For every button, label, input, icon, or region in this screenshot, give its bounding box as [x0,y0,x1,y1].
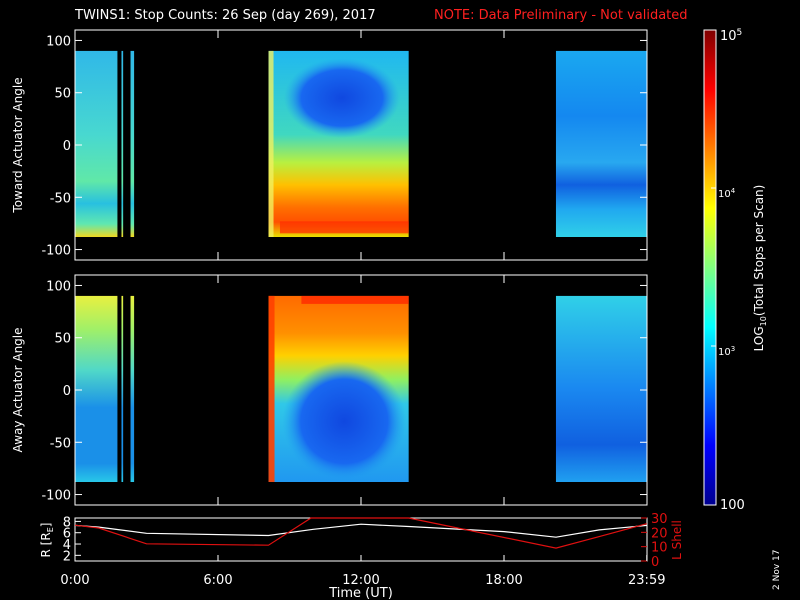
colorbar-tick-mid: 104 [718,187,736,200]
orbit-ytick-right-label: 10 [651,541,668,556]
high-count-band [279,221,409,234]
xtick-label: 12:00 [342,573,379,588]
orbit-left-ylabel: R [RE] [39,523,55,558]
colorbar-label: LOG10(Total Stops per Scan) [752,185,768,352]
orbit-ytick-right-label: 0 [651,555,659,570]
heatmap-interval-2 [130,50,135,238]
interval-edge [268,295,275,482]
heatmap-interval-1 [121,295,124,482]
high-count-band [301,295,409,304]
depletion-region [282,361,407,482]
ytick-label: 50 [54,87,71,102]
xtick-label: 0:00 [60,573,89,588]
colorbar-tick-low: 103 [718,345,735,358]
colorbar-tick-bottom: 100 [720,498,745,513]
depletion-region [283,57,400,138]
top-ylabel: Toward Actuator Angle [11,77,25,213]
orbit-ytick-left-label: 4 [63,538,71,553]
colorbar: 105 104 103 100 LOG10(Total Stops per Sc… [703,28,768,513]
heatmap-interval-0 [75,295,118,482]
orbit-ytick-right-label: 20 [651,526,668,541]
orbit-ytick-right-label: 30 [651,512,668,527]
ytick-label: 100 [46,34,71,49]
away-actuator-angle-panel: 100 50 0 -50 -100 Away Actuator Angle [11,274,648,506]
interval-edge [268,50,274,238]
date-stamp: 2 Nov 17 [772,549,782,590]
heatmap-interval-1 [121,50,124,238]
ytick-label: 50 [54,332,71,347]
ytick-label: -50 [50,436,71,451]
l-shell-line [74,517,647,549]
heatmap-interval-4 [555,295,647,482]
ytick-label: -100 [41,489,71,504]
ytick-label: -50 [50,191,71,206]
x-axis-label: Time (UT) [328,586,393,600]
toward-actuator-angle-panel: 100 50 0 -50 -100 Toward Actuator Angle [11,29,648,261]
heatmap-interval-0 [75,50,118,238]
orbit-right-ylabel: L Shell [670,520,684,560]
ytick-label: 100 [46,279,71,294]
orbit-ytick-left-label: 8 [63,515,71,530]
ytick-label: 0 [63,384,71,399]
middle-ylabel: Away Actuator Angle [11,327,25,452]
xtick-label: 23:59 [628,573,665,588]
ytick-label: 0 [63,139,71,154]
xtick-label: 18:00 [485,573,522,588]
heatmap-interval-2 [130,295,135,482]
xtick-label: 6:00 [203,573,232,588]
colorbar-tick-top: 105 [720,28,742,44]
ytick-label: -100 [41,244,71,259]
chart-title: TWINS1: Stop Counts: 26 Sep (day 269), 2… [75,8,376,23]
heatmap-interval-4 [555,50,647,238]
orbit-ytick-left-label: 2 [63,549,71,564]
preliminary-note: NOTE: Data Preliminary - Not validated [434,8,688,23]
r-distance-line [74,523,647,538]
colorbar-scale [703,29,717,506]
orbit-ytick-left-label: 6 [63,527,71,542]
